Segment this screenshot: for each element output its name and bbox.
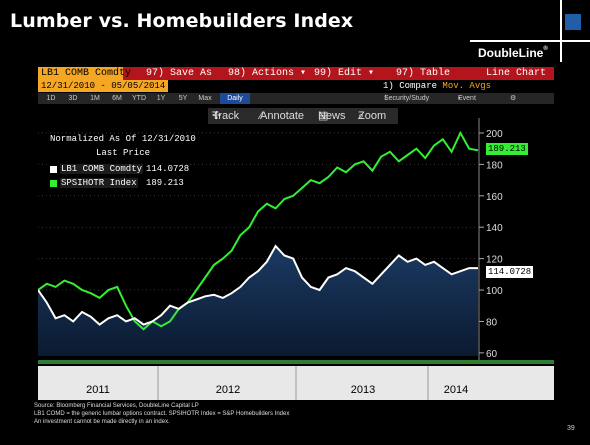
period-max[interactable]: Max: [198, 95, 212, 102]
period-ytd[interactable]: YTD: [132, 95, 146, 102]
line-chart: 60 80 100 120 140 160 180 200: [37, 118, 554, 364]
save-as-button[interactable]: 97) Save As: [146, 68, 213, 79]
homebuilders-series-line: [37, 130, 479, 331]
edit-label: 99) Edit: [314, 68, 363, 79]
actions-menu[interactable]: 98) Actions ▾: [228, 67, 306, 80]
period-5y[interactable]: 5Y: [178, 95, 188, 102]
logo: DoubleLine®: [478, 46, 548, 60]
x-axis-band: [38, 360, 554, 364]
legend-lumber-value: 114.0728: [146, 164, 190, 174]
legend-swatch-homebuilders: [50, 180, 57, 187]
y-tick-label: 80: [486, 317, 498, 328]
y-tick-label: 140: [486, 223, 503, 234]
period-6m[interactable]: 6M: [112, 95, 122, 102]
actions-label: 98) Actions: [228, 68, 295, 79]
x-tick-label-2012: 2012: [216, 384, 240, 396]
legend-lumber-name: LB1 COMB Comdty: [60, 164, 144, 174]
x-tick-label-2013: 2013: [351, 384, 375, 396]
settings-gear-icon[interactable]: ⚙: [510, 95, 517, 102]
logo-registered: ®: [543, 46, 548, 52]
security-study-label: Security/Study: [384, 95, 430, 102]
lumber-series-line: [37, 244, 478, 326]
ticker-field[interactable]: LB1 COMB Comdty: [38, 67, 131, 80]
chart-legend: Normalized As Of 12/31/2010 Last Price L…: [50, 134, 196, 192]
page-number: 39: [567, 425, 575, 432]
y-tick-label: 60: [486, 349, 498, 360]
footer-source: Source: Bloomberg Financial Services, Do…: [34, 403, 199, 409]
last-value-badge-homebuilders: 189.213: [486, 143, 528, 155]
lumber-area-fill: [38, 246, 478, 356]
compare-prefix: 1) Compare: [383, 81, 438, 91]
y-tick-label: 160: [486, 192, 503, 203]
legend-homebuilders-value: 189.213: [146, 178, 184, 188]
dropdown-icon: ▾: [368, 68, 375, 79]
x-tick-label-2014: 2014: [444, 384, 468, 396]
compare-control[interactable]: 1) Compare Mov. Avgs: [383, 80, 491, 92]
annotate-label: Annotate: [260, 110, 305, 122]
legend-homebuilders-name: SPSIHOTR Index: [60, 178, 138, 188]
bloomberg-toolbar: LB1 COMB Comdty 97) Save As 98) Actions …: [38, 67, 554, 80]
y-tick-label: 200: [486, 129, 503, 140]
logo-text: DoubleLine: [478, 46, 544, 60]
crosshair-icon: ✢: [212, 110, 222, 122]
footer-disclaimer: An investment cannot be made directly in…: [34, 419, 170, 425]
footer-notes: Source: Bloomberg Financial Services, Do…: [34, 402, 289, 426]
event-icon: ▪: [458, 95, 461, 102]
logo-horizontal-rule: [470, 40, 590, 42]
news-label: News: [318, 110, 346, 122]
logo-square-icon: [565, 14, 581, 30]
legend-subtitle: Last Price: [96, 148, 151, 158]
last-value-badge-lumber: 114.0728: [486, 266, 534, 278]
x-axis: 2011 2012 2013 2014: [38, 366, 554, 400]
table-button[interactable]: 97) Table: [396, 68, 451, 79]
pencil-icon: ⁄: [260, 110, 262, 122]
date-bar: 12/31/2010 - 05/05/2014 1) Compare Mov. …: [38, 80, 554, 92]
footer-note: LB1 COMD = the generic lumbar options co…: [34, 411, 290, 417]
edit-menu[interactable]: 99) Edit ▾: [314, 67, 374, 80]
compare-value: Mov. Avgs: [442, 81, 492, 91]
y-tick-label: 100: [486, 286, 503, 297]
period-1m[interactable]: 1M: [90, 95, 100, 102]
news-icon: ▤: [318, 110, 329, 122]
legend-swatch-lumber: [50, 166, 57, 173]
chart-toolbar: ✢ Track ⁄ Annotate ▤ News ⌕ Zoom: [208, 108, 398, 124]
y-tick-label: 180: [486, 160, 503, 171]
period-1d[interactable]: 1D: [46, 95, 56, 102]
magnifier-icon: ⌕: [358, 110, 365, 122]
chart-icon: ⌇: [384, 95, 388, 102]
legend-title: Normalized As Of 12/31/2010: [50, 134, 196, 144]
chart-area: 60 80 100 120 140 160 180 200: [37, 104, 554, 366]
frequency-daily[interactable]: Daily: [220, 93, 250, 104]
dropdown-icon: ▾: [300, 68, 307, 79]
x-tick-label-2011: 2011: [86, 384, 110, 396]
logo-vertical-rule: [560, 0, 562, 62]
event-label: Event: [458, 95, 476, 102]
chart-type-label[interactable]: Line Chart: [486, 68, 547, 79]
period-1y[interactable]: 1Y: [156, 95, 166, 102]
track-label: Track: [212, 110, 240, 122]
period-3d[interactable]: 3D: [68, 95, 78, 102]
date-range-field[interactable]: 12/31/2010 - 05/05/2014: [38, 80, 169, 92]
y-tick-label: 120: [486, 255, 503, 266]
slide-title: Lumber vs. Homebuilders Index: [10, 10, 354, 32]
period-bar: 1D 3D 1M 6M YTD 1Y 5Y Max Daily ⌇ Securi…: [38, 93, 554, 104]
zoom-label: Zoom: [358, 110, 387, 122]
